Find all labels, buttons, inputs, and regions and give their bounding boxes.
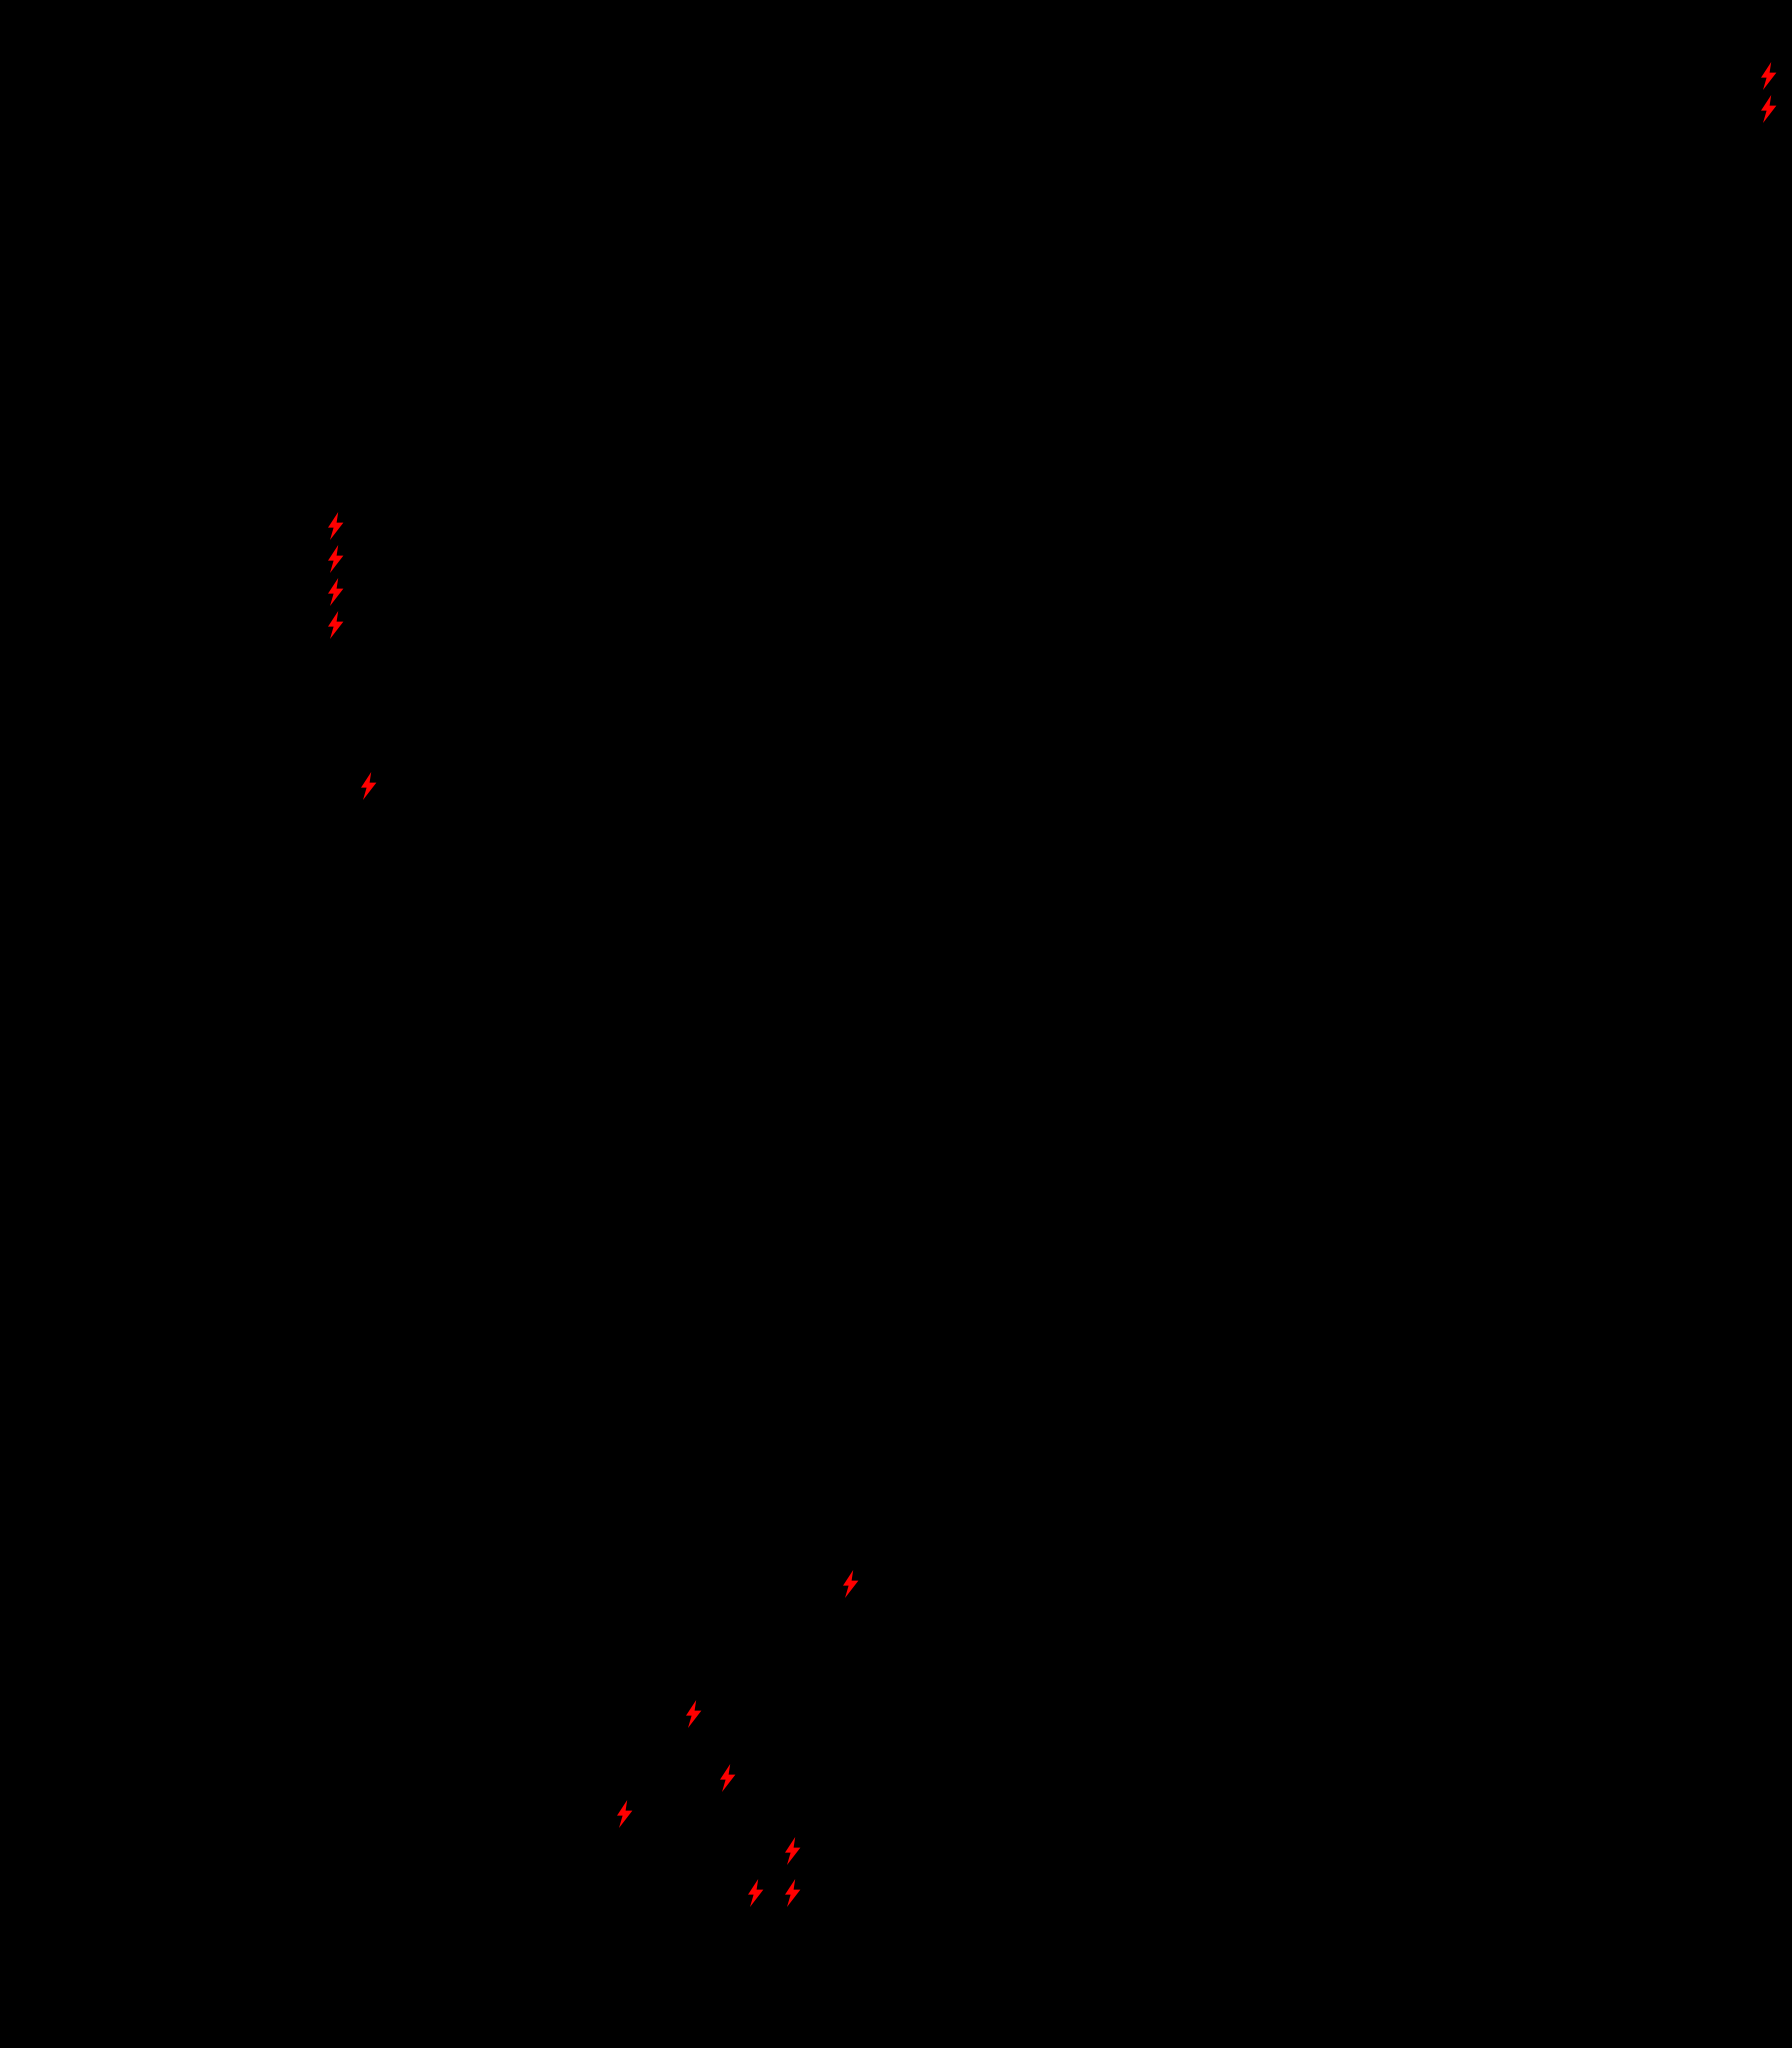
lightning-bolt-icon-glyph (328, 578, 344, 606)
lightning-bolt-icon[interactable] (1758, 62, 1780, 90)
lightning-bolt-icon[interactable] (325, 545, 347, 573)
lightning-bolt-icon[interactable] (782, 1879, 804, 1907)
lightning-bolt-icon[interactable] (782, 1837, 804, 1865)
lightning-bolt-icon[interactable] (745, 1879, 767, 1907)
lightning-bolt-icon-glyph (686, 1700, 702, 1728)
lightning-bolt-icon-glyph (617, 1800, 633, 1828)
lightning-bolt-icon-glyph (1761, 95, 1777, 123)
lightning-bolt-icon[interactable] (1758, 95, 1780, 123)
lightning-bolt-icon[interactable] (325, 611, 347, 639)
lightning-bolt-icon-glyph (785, 1879, 801, 1907)
lightning-bolt-icon[interactable] (717, 1764, 739, 1792)
lightning-bolt-icon-glyph (843, 1570, 859, 1598)
lightning-bolt-icon-glyph (328, 545, 344, 573)
lightning-bolt-icon[interactable] (325, 578, 347, 606)
lightning-bolt-icon[interactable] (840, 1570, 862, 1598)
lightning-bolt-icon[interactable] (683, 1700, 705, 1728)
lightning-bolt-icon[interactable] (358, 772, 380, 800)
lightning-bolt-icon-glyph (361, 772, 377, 800)
lightning-bolt-icon[interactable] (325, 512, 347, 540)
lightning-bolt-icon-glyph (1761, 62, 1777, 90)
lightning-bolt-icon[interactable] (614, 1800, 636, 1828)
lightning-bolt-icon-glyph (720, 1764, 736, 1792)
lightning-bolt-icon-glyph (748, 1879, 764, 1907)
lightning-bolt-icon-glyph (328, 512, 344, 540)
lightning-bolt-icon-glyph (328, 611, 344, 639)
lightning-bolt-icon-glyph (785, 1837, 801, 1865)
